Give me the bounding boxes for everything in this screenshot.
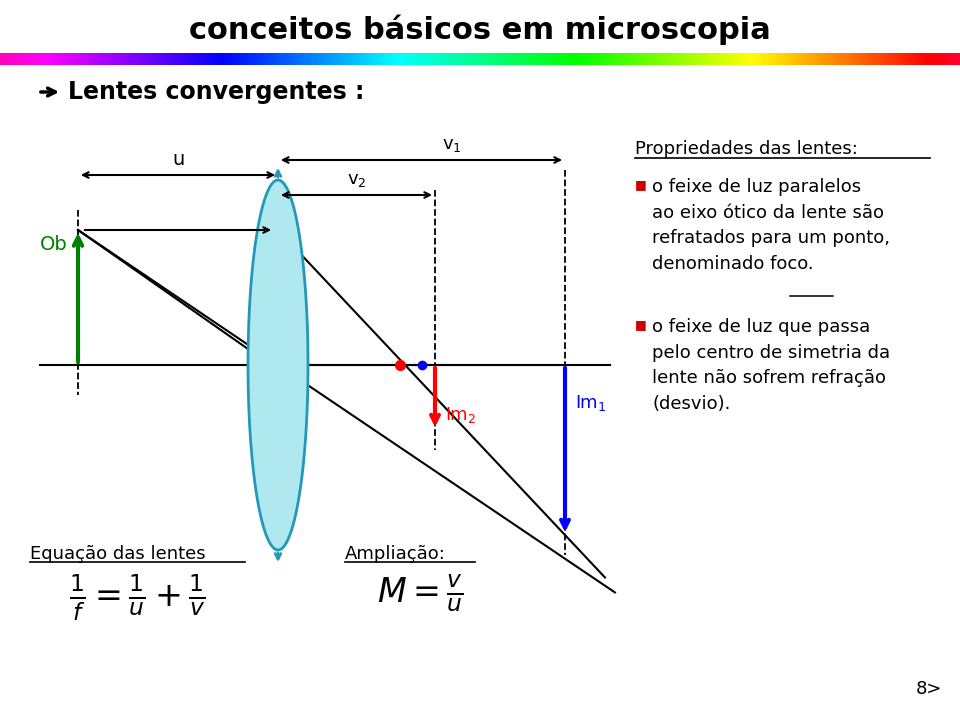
Text: o feixe de luz que passa
pelo centro de simetria da
lente não sofrem refração
(d: o feixe de luz que passa pelo centro de … (652, 318, 890, 413)
Text: ■: ■ (635, 178, 647, 191)
Text: Im$_2$: Im$_2$ (445, 405, 476, 425)
Text: Propriedades das lentes:: Propriedades das lentes: (635, 140, 858, 158)
Text: v$_1$: v$_1$ (442, 136, 462, 154)
Text: 8>: 8> (916, 680, 942, 698)
Text: $M = \frac{v}{u}$: $M = \frac{v}{u}$ (376, 573, 464, 614)
Polygon shape (248, 180, 308, 550)
Text: $\frac{1}{f} = \frac{1}{u} + \frac{1}{v}$: $\frac{1}{f} = \frac{1}{u} + \frac{1}{v}… (69, 573, 206, 623)
Text: Ob: Ob (40, 235, 68, 254)
Text: ■: ■ (635, 318, 647, 331)
Text: Equação das lentes: Equação das lentes (30, 545, 205, 563)
Text: conceitos básicos em microscopia: conceitos básicos em microscopia (189, 15, 771, 45)
Text: v$_2$: v$_2$ (347, 171, 367, 189)
Text: Ampliação:: Ampliação: (345, 545, 445, 563)
Text: Im$_1$: Im$_1$ (575, 393, 607, 413)
Text: u: u (172, 150, 184, 169)
Text: o feixe de luz paralelos
ao eixo ótico da lente são
refratados para um ponto,
de: o feixe de luz paralelos ao eixo ótico d… (652, 178, 890, 273)
Text: Lentes convergentes :: Lentes convergentes : (68, 80, 365, 104)
